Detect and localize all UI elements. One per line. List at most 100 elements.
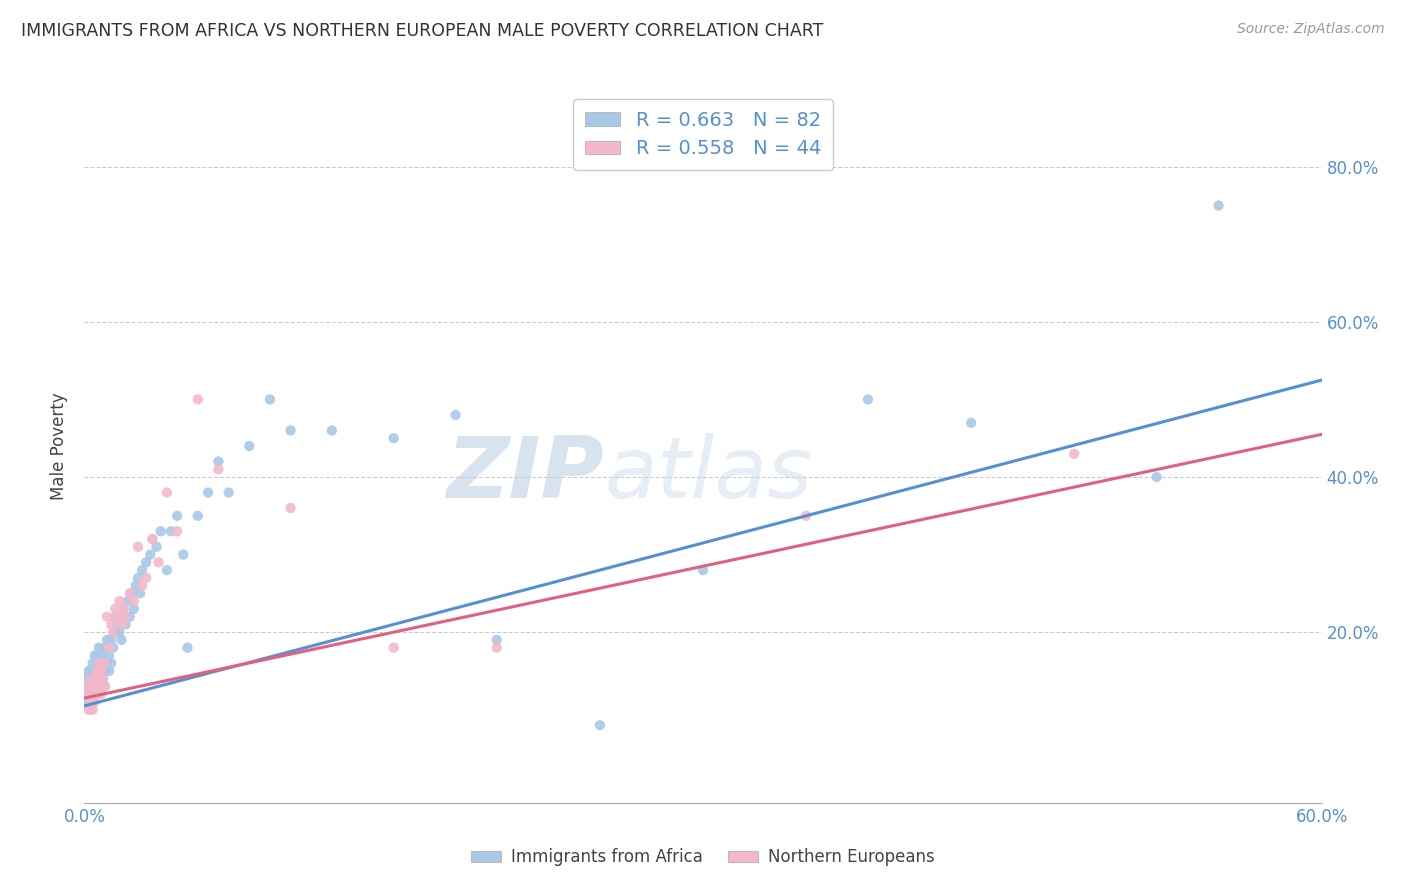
Point [321,424,343,438]
Point [86,664,108,678]
Point [94,640,117,655]
Point [90,648,112,663]
Point [83,695,105,709]
Text: ZIP: ZIP [446,433,605,516]
Point [90,680,112,694]
Point [485,640,508,655]
Point [79,672,101,686]
Point [131,579,153,593]
Point [104,602,127,616]
Y-axis label: Male Poverty: Male Poverty [51,392,69,500]
Point [187,392,209,407]
Point [98,648,121,663]
Point [83,648,105,663]
Point [122,594,145,608]
Point [82,664,104,678]
Point [94,664,117,678]
Point [145,540,167,554]
Point [100,632,122,647]
Point [86,680,108,694]
Text: IMMIGRANTS FROM AFRICA VS NORTHERN EUROPEAN MALE POVERTY CORRELATION CHART: IMMIGRANTS FROM AFRICA VS NORTHERN EUROP… [21,22,824,40]
Point [90,664,112,678]
Point [83,664,105,678]
Point [485,632,508,647]
Point [82,680,104,694]
Point [131,563,153,577]
Point [110,617,132,632]
Point [114,609,136,624]
Point [75,687,97,701]
Point [176,640,198,655]
Point [77,664,100,678]
Point [156,485,179,500]
Point [79,703,101,717]
Point [90,664,112,678]
Point [187,508,209,523]
Point [110,632,132,647]
Point [108,594,131,608]
Point [87,680,110,694]
Point [77,703,100,717]
Point [77,695,100,709]
Point [86,648,108,663]
Point [259,392,281,407]
Point [121,586,143,600]
Point [156,563,179,577]
Point [98,664,121,678]
Point [794,508,817,523]
Point [79,664,101,678]
Point [86,664,108,678]
Point [112,602,135,616]
Point [75,687,97,701]
Point [207,454,229,468]
Point [382,640,405,655]
Point [135,571,157,585]
Point [91,656,114,670]
Point [589,718,612,732]
Point [280,501,302,516]
Point [1146,470,1168,484]
Point [91,672,114,686]
Point [94,680,117,694]
Point [105,617,128,632]
Point [197,485,219,500]
Point [141,532,163,546]
Point [96,656,118,670]
Point [87,656,110,670]
Point [129,586,152,600]
Point [218,485,240,500]
Point [86,687,108,701]
Point [105,609,128,624]
Point [207,462,229,476]
Point [79,672,101,686]
Point [114,617,136,632]
Point [104,609,127,624]
Point [280,424,302,438]
Text: atlas: atlas [605,433,813,516]
Point [90,687,112,701]
Point [98,640,121,655]
Point [127,571,149,585]
Point [692,563,714,577]
Point [160,524,183,539]
Text: Source: ZipAtlas.com: Source: ZipAtlas.com [1237,22,1385,37]
Point [118,609,141,624]
Point [77,680,100,694]
Point [141,532,163,546]
Point [82,703,104,717]
Point [960,416,983,430]
Point [75,672,97,686]
Point [125,579,148,593]
Point [1208,198,1230,212]
Point [127,540,149,554]
Point [238,439,260,453]
Point [82,680,104,694]
Point [117,594,139,608]
Point [79,687,101,701]
Point [856,392,879,407]
Point [77,680,100,694]
Point [122,602,145,616]
Point [94,656,117,670]
Point [96,632,118,647]
Point [96,609,118,624]
